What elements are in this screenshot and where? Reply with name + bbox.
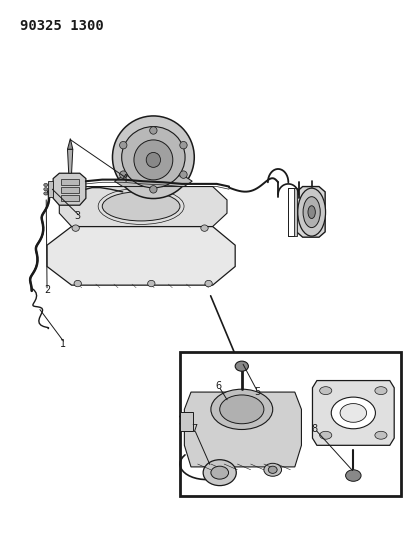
Polygon shape <box>53 173 86 205</box>
Polygon shape <box>312 381 394 446</box>
Polygon shape <box>184 392 301 467</box>
Polygon shape <box>297 187 325 237</box>
Ellipse shape <box>375 386 387 394</box>
Ellipse shape <box>211 389 273 430</box>
Ellipse shape <box>268 466 277 473</box>
Polygon shape <box>294 188 297 236</box>
Text: 7: 7 <box>191 424 198 434</box>
Ellipse shape <box>375 431 387 439</box>
Polygon shape <box>61 187 79 193</box>
Ellipse shape <box>264 463 281 477</box>
Ellipse shape <box>220 395 264 424</box>
Ellipse shape <box>331 397 375 429</box>
Ellipse shape <box>146 152 160 167</box>
Text: 5: 5 <box>254 387 261 397</box>
Text: 3: 3 <box>75 211 81 221</box>
Ellipse shape <box>44 188 48 191</box>
Polygon shape <box>61 179 79 185</box>
Polygon shape <box>61 195 79 201</box>
Ellipse shape <box>180 171 187 179</box>
Ellipse shape <box>203 459 236 486</box>
Ellipse shape <box>150 127 157 134</box>
Ellipse shape <box>150 185 157 193</box>
Ellipse shape <box>211 466 229 479</box>
Text: 8: 8 <box>312 424 318 434</box>
Ellipse shape <box>235 361 248 371</box>
Ellipse shape <box>122 127 185 188</box>
Ellipse shape <box>74 280 81 287</box>
Ellipse shape <box>180 141 187 149</box>
Ellipse shape <box>308 206 315 219</box>
Polygon shape <box>67 139 73 149</box>
Ellipse shape <box>134 140 173 180</box>
Ellipse shape <box>303 197 320 228</box>
Ellipse shape <box>119 141 127 149</box>
Polygon shape <box>67 149 73 173</box>
Polygon shape <box>180 412 193 431</box>
Ellipse shape <box>205 280 212 287</box>
Ellipse shape <box>298 188 326 236</box>
Ellipse shape <box>148 280 155 287</box>
Ellipse shape <box>119 171 127 179</box>
Text: 6: 6 <box>216 382 222 391</box>
Text: 4: 4 <box>122 174 128 183</box>
Ellipse shape <box>340 403 366 422</box>
Ellipse shape <box>102 191 180 221</box>
Ellipse shape <box>44 192 48 195</box>
Bar <box>180 352 401 496</box>
Ellipse shape <box>320 431 332 439</box>
Polygon shape <box>48 181 53 197</box>
Text: 2: 2 <box>44 286 50 295</box>
Text: 1: 1 <box>61 339 66 349</box>
Ellipse shape <box>346 470 361 481</box>
Ellipse shape <box>112 116 194 199</box>
Ellipse shape <box>320 386 332 394</box>
Ellipse shape <box>44 183 48 187</box>
Polygon shape <box>115 176 192 187</box>
Text: 90325 1300: 90325 1300 <box>20 19 104 33</box>
Polygon shape <box>47 227 235 285</box>
Polygon shape <box>59 187 227 227</box>
Ellipse shape <box>201 225 208 231</box>
Ellipse shape <box>72 225 79 231</box>
